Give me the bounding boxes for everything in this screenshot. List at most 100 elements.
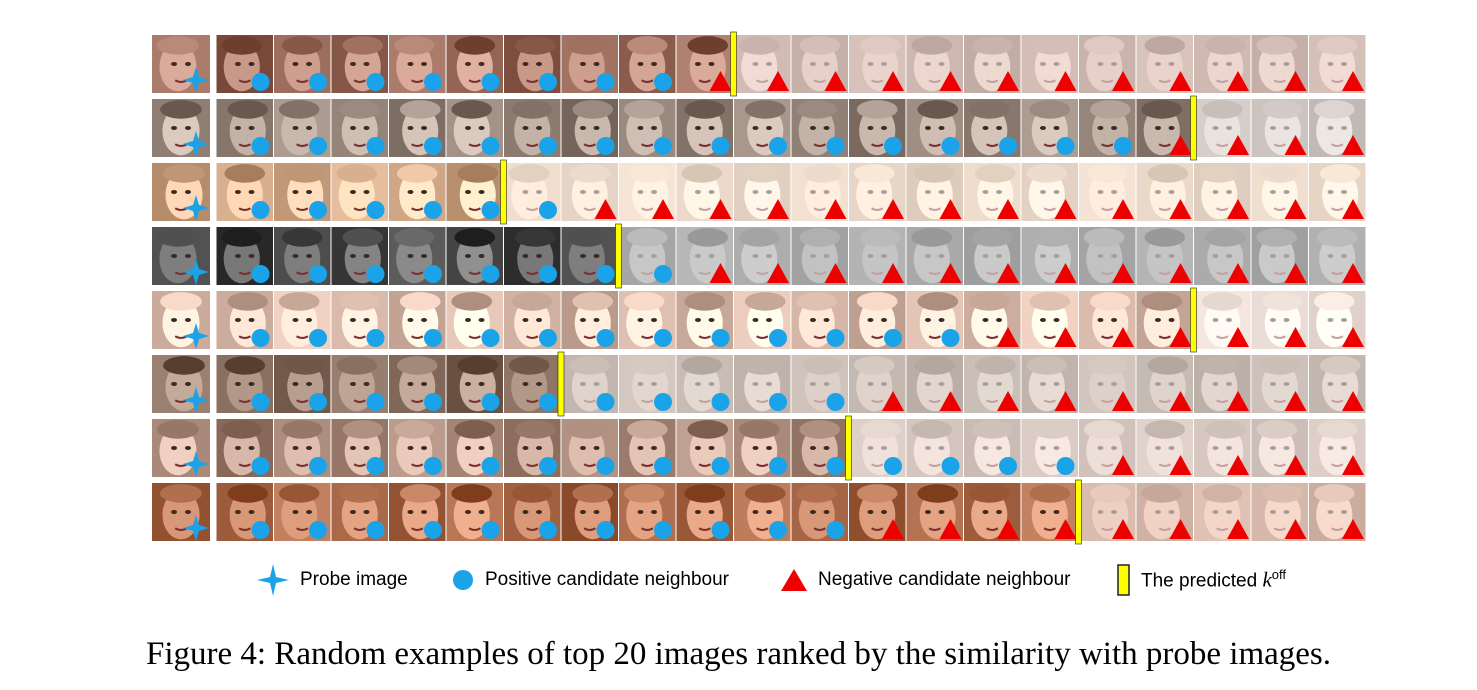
candidate-image — [561, 99, 618, 157]
candidate-image — [1309, 99, 1366, 157]
positive-marker — [424, 329, 442, 347]
candidate-image — [1251, 483, 1308, 541]
negative-marker — [1227, 327, 1249, 347]
candidate-image — [1251, 99, 1308, 157]
candidate-image — [964, 419, 1021, 477]
k-off-marker — [1075, 479, 1082, 545]
negative-marker — [997, 71, 1019, 91]
negative-marker — [1342, 327, 1364, 347]
candidate-image — [1136, 163, 1193, 221]
probe-star-icon — [183, 67, 209, 93]
positive-marker — [366, 457, 385, 475]
negative-marker — [1054, 327, 1077, 347]
probe-image — [152, 419, 210, 477]
positive-marker — [309, 393, 327, 411]
positive-marker — [424, 137, 442, 155]
candidate-image — [504, 291, 561, 349]
candidate-image — [619, 35, 676, 93]
candidate-image — [331, 419, 388, 477]
candidate-image — [734, 163, 791, 221]
positive-marker — [309, 521, 327, 539]
legend-positive: Positive candidate neighbour — [451, 562, 729, 598]
negative-marker — [997, 391, 1019, 411]
candidate-image — [619, 483, 676, 541]
candidate-image — [274, 355, 331, 413]
negative-marker — [824, 71, 847, 91]
candidate-image — [734, 99, 791, 157]
candidate-image — [216, 99, 273, 157]
candidate-image — [446, 291, 503, 349]
positive-marker — [309, 137, 327, 155]
result-row — [152, 31, 1366, 97]
candidate-image — [676, 419, 733, 477]
candidate-image — [676, 227, 733, 285]
negative-marker — [1227, 455, 1249, 475]
candidate-image — [1251, 227, 1308, 285]
candidate-image — [734, 419, 791, 477]
candidate-image — [331, 227, 388, 285]
result-row — [152, 223, 1366, 289]
result-row — [152, 415, 1366, 481]
positive-marker — [941, 137, 960, 155]
candidate-image — [561, 163, 618, 221]
candidate-image — [1194, 163, 1251, 221]
candidate-image — [1079, 35, 1136, 93]
candidate-image — [331, 163, 388, 221]
negative-marker — [1112, 263, 1134, 283]
negative-marker — [939, 71, 962, 91]
negative-marker — [997, 327, 1019, 347]
negative-marker — [882, 519, 904, 539]
candidate-image — [906, 227, 963, 285]
positive-marker — [481, 137, 500, 155]
positive-marker — [711, 329, 730, 347]
probe-image — [152, 355, 210, 413]
positive-marker — [481, 393, 500, 411]
k-off-marker — [557, 351, 565, 417]
negative-marker — [1112, 71, 1134, 91]
negative-marker — [1227, 199, 1249, 219]
candidate-image — [676, 483, 733, 541]
probe-star-icon — [183, 451, 209, 477]
positive-marker — [884, 329, 902, 347]
candidate-image — [906, 163, 963, 221]
negative-marker — [1112, 455, 1134, 475]
negative-marker — [709, 263, 732, 283]
positive-marker — [596, 393, 615, 411]
candidate-image — [389, 291, 446, 349]
candidate-image — [1021, 35, 1078, 93]
candidate-image — [791, 163, 848, 221]
k-off-marker — [730, 31, 737, 97]
probe-star-icon — [183, 323, 209, 349]
candidate-image — [849, 99, 906, 157]
candidate-image — [446, 163, 503, 221]
candidate-image — [849, 483, 906, 541]
legend: Probe image Positive candidate neighbour… — [0, 562, 1477, 602]
negative-marker — [1054, 199, 1077, 219]
candidate-image — [1194, 291, 1251, 349]
negative-marker — [1112, 391, 1134, 411]
candidate-image — [964, 483, 1021, 541]
candidate-image — [504, 419, 561, 477]
candidate-image — [849, 227, 906, 285]
positive-marker — [596, 73, 615, 91]
negative-marker — [997, 199, 1019, 219]
positive-marker — [769, 329, 787, 347]
positive-marker — [309, 329, 327, 347]
candidate-image — [1021, 99, 1078, 157]
positive-marker — [941, 457, 960, 475]
result-row — [152, 159, 1366, 225]
candidate-image — [964, 355, 1021, 413]
candidate-image — [1136, 419, 1193, 477]
candidate-image — [906, 99, 963, 157]
negative-marker — [1284, 519, 1307, 539]
negative-marker — [1169, 71, 1192, 91]
positive-marker — [596, 137, 615, 155]
candidate-image — [1251, 35, 1308, 93]
candidate-image — [1194, 99, 1251, 157]
negative-marker — [1169, 519, 1192, 539]
positive-marker — [366, 329, 385, 347]
candidate-image — [389, 419, 446, 477]
result-row — [152, 95, 1366, 161]
candidate-image — [734, 355, 791, 413]
candidate-image — [849, 355, 906, 413]
